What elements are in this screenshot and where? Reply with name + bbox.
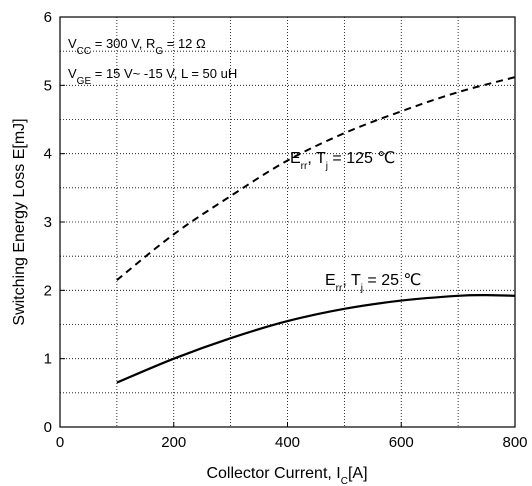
y-tick-label: 2 <box>44 282 52 299</box>
y-tick-label: 0 <box>44 419 52 436</box>
ticks: 0 200 400 600 800 0 1 2 3 4 5 6 <box>44 9 528 451</box>
x-axis-label: Collector Current, IC[A] <box>206 465 367 486</box>
x-tick-label: 400 <box>275 434 300 451</box>
y-tick-label: 1 <box>44 351 52 368</box>
condition-annotation-vcc: VCC = 300 V, RG = 12 Ω <box>68 36 206 57</box>
y-axis-label: Switching Energy Loss E[mJ] <box>11 118 28 325</box>
x-tick-label: 600 <box>389 434 414 451</box>
series-line-25c <box>116 293 516 384</box>
condition-annotation-vge: VGE = 15 V~ -15 V, L = 50 uH <box>68 66 237 87</box>
series-line-125c <box>116 76 516 281</box>
grid <box>60 17 515 427</box>
x-tick-label: 800 <box>502 434 527 451</box>
series-label-25c: Err, Tj = 25 ℃ <box>325 272 421 294</box>
x-tick-label: 0 <box>56 434 64 451</box>
y-tick-label: 5 <box>44 77 52 94</box>
series-label-125c: Err, Tj = 125 ℃ <box>290 150 395 172</box>
y-tick-label: 3 <box>44 214 52 231</box>
x-tick-label: 200 <box>161 434 186 451</box>
series-group <box>116 76 516 384</box>
y-tick-label: 6 <box>44 9 52 26</box>
y-tick-label: 4 <box>44 146 52 163</box>
